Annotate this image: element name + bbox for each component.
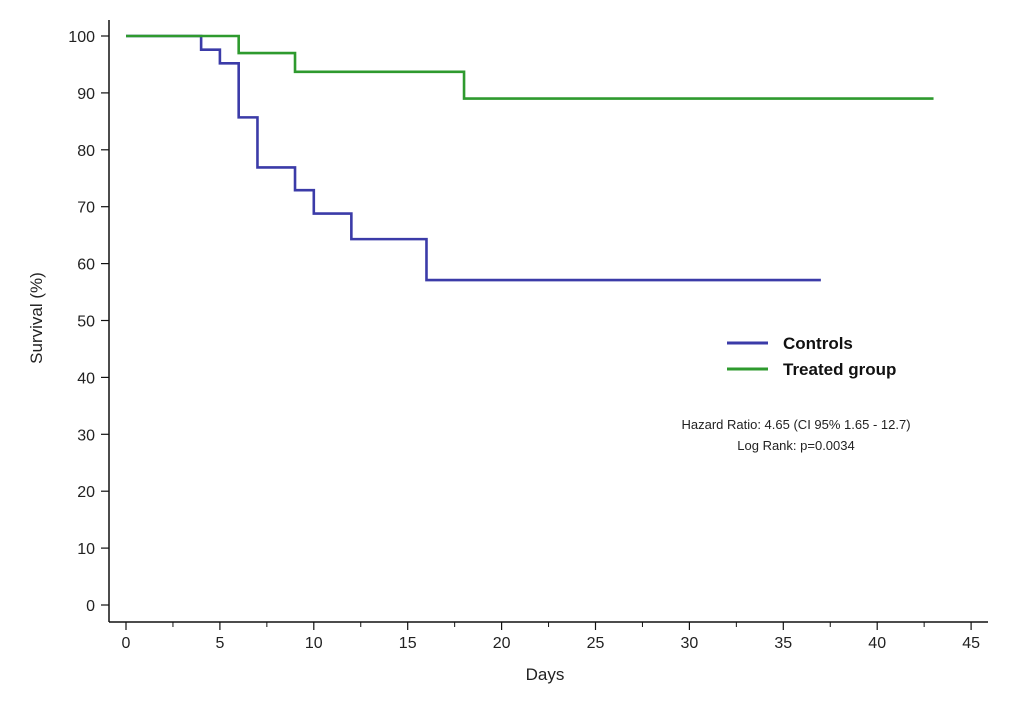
y-tick-label: 0 [86,598,95,615]
y-tick-label: 20 [77,484,95,501]
x-tick-label: 25 [587,635,605,652]
legend: Controls Treated group [727,334,896,379]
series-line-treated [126,34,934,100]
x-tick-label: 35 [774,635,792,652]
y-ticks: 0 10 20 30 40 50 60 70 80 90 100 [68,29,109,615]
legend-label-controls: Controls [783,334,853,353]
x-tick-label: 30 [681,635,699,652]
hazard-ratio-annotation: Hazard Ratio: 4.65 (CI 95% 1.65 - 12.7) [681,417,910,432]
x-tick-label: 45 [962,635,980,652]
log-rank-annotation: Log Rank: p=0.0034 [737,438,854,453]
x-tick-label: 15 [399,635,417,652]
x-tick-label: 0 [122,635,131,652]
x-tick-label: 40 [868,635,886,652]
y-tick-label: 70 [77,200,95,217]
series-line-controls [126,34,821,282]
y-tick-label: 90 [77,86,95,103]
y-axis-title: Survival (%) [27,272,46,364]
series-lines [126,34,934,282]
legend-label-treated: Treated group [783,360,896,379]
y-tick-label: 60 [77,257,95,274]
y-tick-label: 50 [77,314,95,331]
x-tick-label: 10 [305,635,323,652]
y-tick-label: 80 [77,143,95,160]
y-tick-label: 30 [77,427,95,444]
x-tick-label: 5 [215,635,224,652]
y-tick-label: 40 [77,370,95,387]
axes [108,20,988,623]
y-tick-label: 10 [77,541,95,558]
x-axis-title: Days [526,665,565,684]
y-tick-label: 100 [68,29,95,46]
x-ticks: 0 5 10 15 20 25 30 35 40 45 [122,622,980,652]
x-tick-label: 20 [493,635,511,652]
